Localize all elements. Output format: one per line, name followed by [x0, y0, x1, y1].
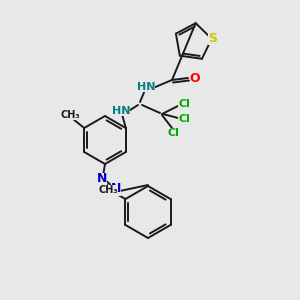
Text: O: O	[190, 71, 200, 85]
Text: Cl: Cl	[167, 128, 179, 138]
Text: HN: HN	[112, 106, 130, 116]
Text: HN: HN	[137, 82, 155, 92]
Text: N: N	[97, 172, 107, 185]
Text: Cl: Cl	[178, 114, 190, 124]
Text: Cl: Cl	[178, 99, 190, 109]
Text: N: N	[111, 182, 121, 196]
Text: CH₃: CH₃	[60, 110, 80, 120]
Text: CH₃: CH₃	[99, 185, 118, 195]
Text: S: S	[208, 32, 217, 45]
